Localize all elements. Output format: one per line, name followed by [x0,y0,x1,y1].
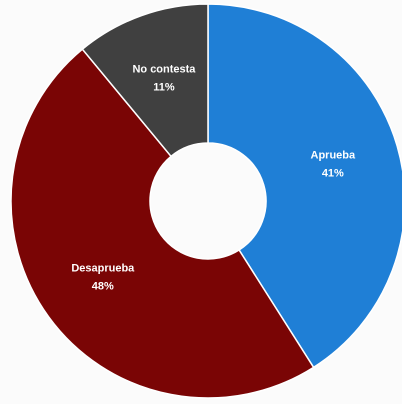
slice-label: Desaprueba [71,262,135,274]
donut-slice [10,48,315,399]
slice-label: Aprueba [311,150,357,162]
donut-slice [81,3,209,158]
slice-label: No contesta [132,64,196,76]
value-label: 41% [322,168,344,180]
value-label: 11% [153,82,175,94]
value-label: 48% [92,280,114,292]
